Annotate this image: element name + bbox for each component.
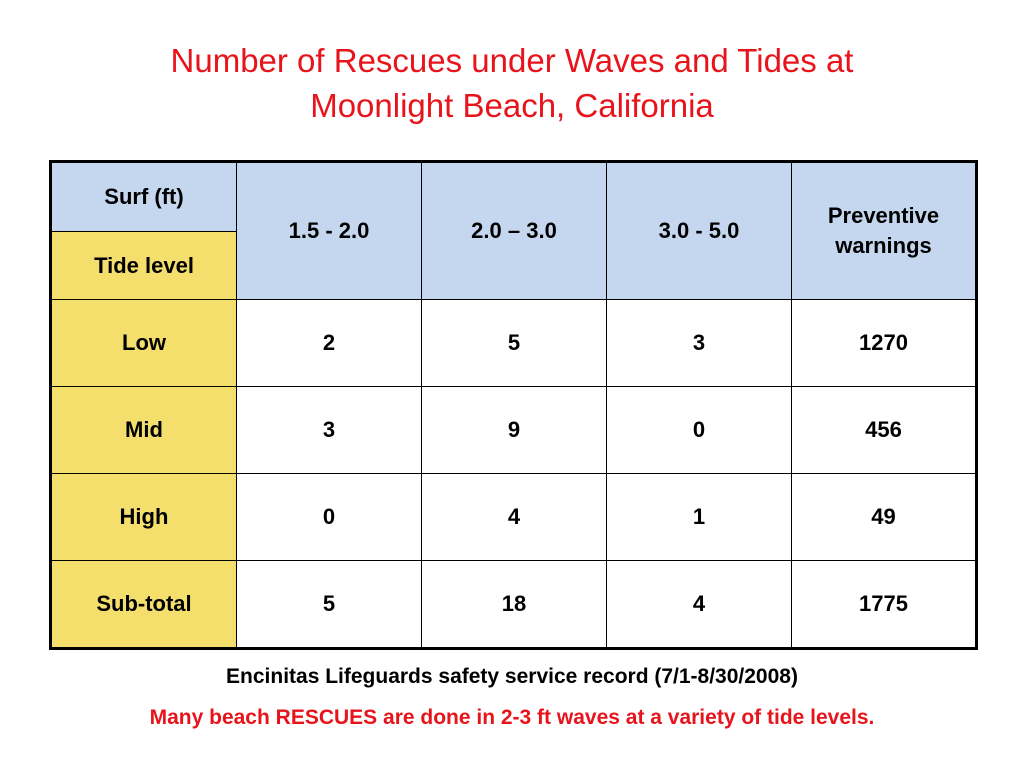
table-cell-highlighted: 9 bbox=[421, 386, 607, 474]
table-cell: 49 bbox=[791, 473, 977, 561]
tide-header-cell: Tide level bbox=[50, 231, 237, 300]
rescues-table: Surf (ft) 1.5 - 2.0 2.0 – 3.0 3.0 - 5.0 … bbox=[49, 160, 978, 650]
table-cell: 3 bbox=[236, 386, 422, 474]
slide-title-line-2: Moonlight Beach, California bbox=[310, 87, 714, 124]
slide-title-line-1: Number of Rescues under Waves and Tides … bbox=[170, 42, 854, 79]
row-label-high: High bbox=[50, 473, 237, 561]
table-row-subtotal: Sub-total 5 18 4 1775 bbox=[50, 560, 977, 649]
slide-title: Number of Rescues under Waves and Tides … bbox=[0, 38, 1024, 128]
row-label-low: Low bbox=[50, 299, 237, 387]
table-row: Low 2 5 3 1270 bbox=[50, 299, 977, 387]
table-row: Mid 3 9 0 456 bbox=[50, 386, 977, 474]
table-cell: 0 bbox=[236, 473, 422, 561]
note-caption: Many beach RESCUES are done in 2-3 ft wa… bbox=[149, 706, 875, 729]
source-caption: Encinitas Lifeguards safety service reco… bbox=[226, 665, 798, 688]
table-cell-emphasized: 18 bbox=[421, 560, 607, 649]
column-header-1: 1.5 - 2.0 bbox=[236, 161, 422, 300]
table-header-row: Surf (ft) 1.5 - 2.0 2.0 – 3.0 3.0 - 5.0 … bbox=[50, 161, 977, 300]
row-label-mid: Mid bbox=[50, 386, 237, 474]
table-cell: 1 bbox=[606, 473, 792, 561]
surf-header-cell: Surf (ft) bbox=[50, 161, 237, 232]
row-label-subtotal: Sub-total bbox=[50, 560, 237, 649]
table-cell: 3 bbox=[606, 299, 792, 387]
table-subheader-row: Tide level bbox=[50, 231, 977, 300]
table-cell: 1775 bbox=[791, 560, 977, 649]
table-row: High 0 4 1 49 bbox=[50, 473, 977, 561]
table-cell: 0 bbox=[606, 386, 792, 474]
column-header-preventive: Preventive warnings bbox=[791, 161, 977, 300]
column-header-3: 3.0 - 5.0 bbox=[606, 161, 792, 300]
table-cell: 456 bbox=[791, 386, 977, 474]
table-cell: 2 bbox=[236, 299, 422, 387]
column-header-2: 2.0 – 3.0 bbox=[421, 161, 607, 300]
table-cell: 1270 bbox=[791, 299, 977, 387]
table-cell: 5 bbox=[421, 299, 607, 387]
table-cell: 4 bbox=[606, 560, 792, 649]
table-cell: 4 bbox=[421, 473, 607, 561]
table-cell: 5 bbox=[236, 560, 422, 649]
